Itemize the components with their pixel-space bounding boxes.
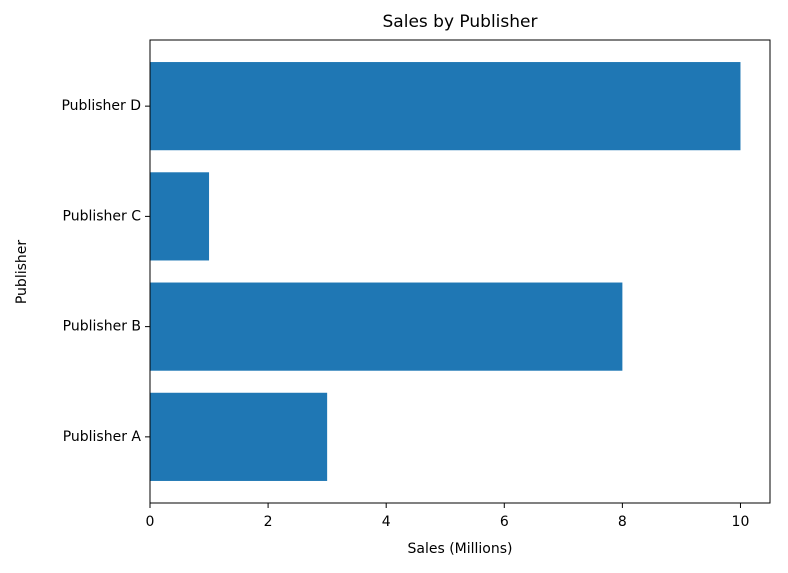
y-tick-label: Publisher A bbox=[63, 429, 142, 445]
y-tick-label: Publisher B bbox=[63, 319, 141, 335]
x-tick-label: 10 bbox=[732, 514, 750, 530]
plot-area bbox=[150, 62, 741, 481]
bar bbox=[150, 392, 328, 481]
bar bbox=[150, 62, 741, 151]
x-tick-label: 4 bbox=[382, 514, 391, 530]
x-axis-label: Sales (Millions) bbox=[407, 541, 512, 557]
x-tick-label: 6 bbox=[500, 514, 509, 530]
axes-frame bbox=[149, 39, 771, 504]
x-tick-label: 0 bbox=[146, 514, 155, 530]
x-tick-label: 2 bbox=[264, 514, 273, 530]
bar bbox=[150, 172, 210, 261]
x-tick-label: 8 bbox=[618, 514, 627, 530]
y-axis-label: Publisher bbox=[14, 240, 30, 305]
chart-title: Sales by Publisher bbox=[383, 12, 538, 32]
y-tick-label: Publisher D bbox=[61, 98, 141, 114]
y-tick-label: Publisher C bbox=[63, 208, 142, 224]
bar bbox=[150, 282, 623, 371]
